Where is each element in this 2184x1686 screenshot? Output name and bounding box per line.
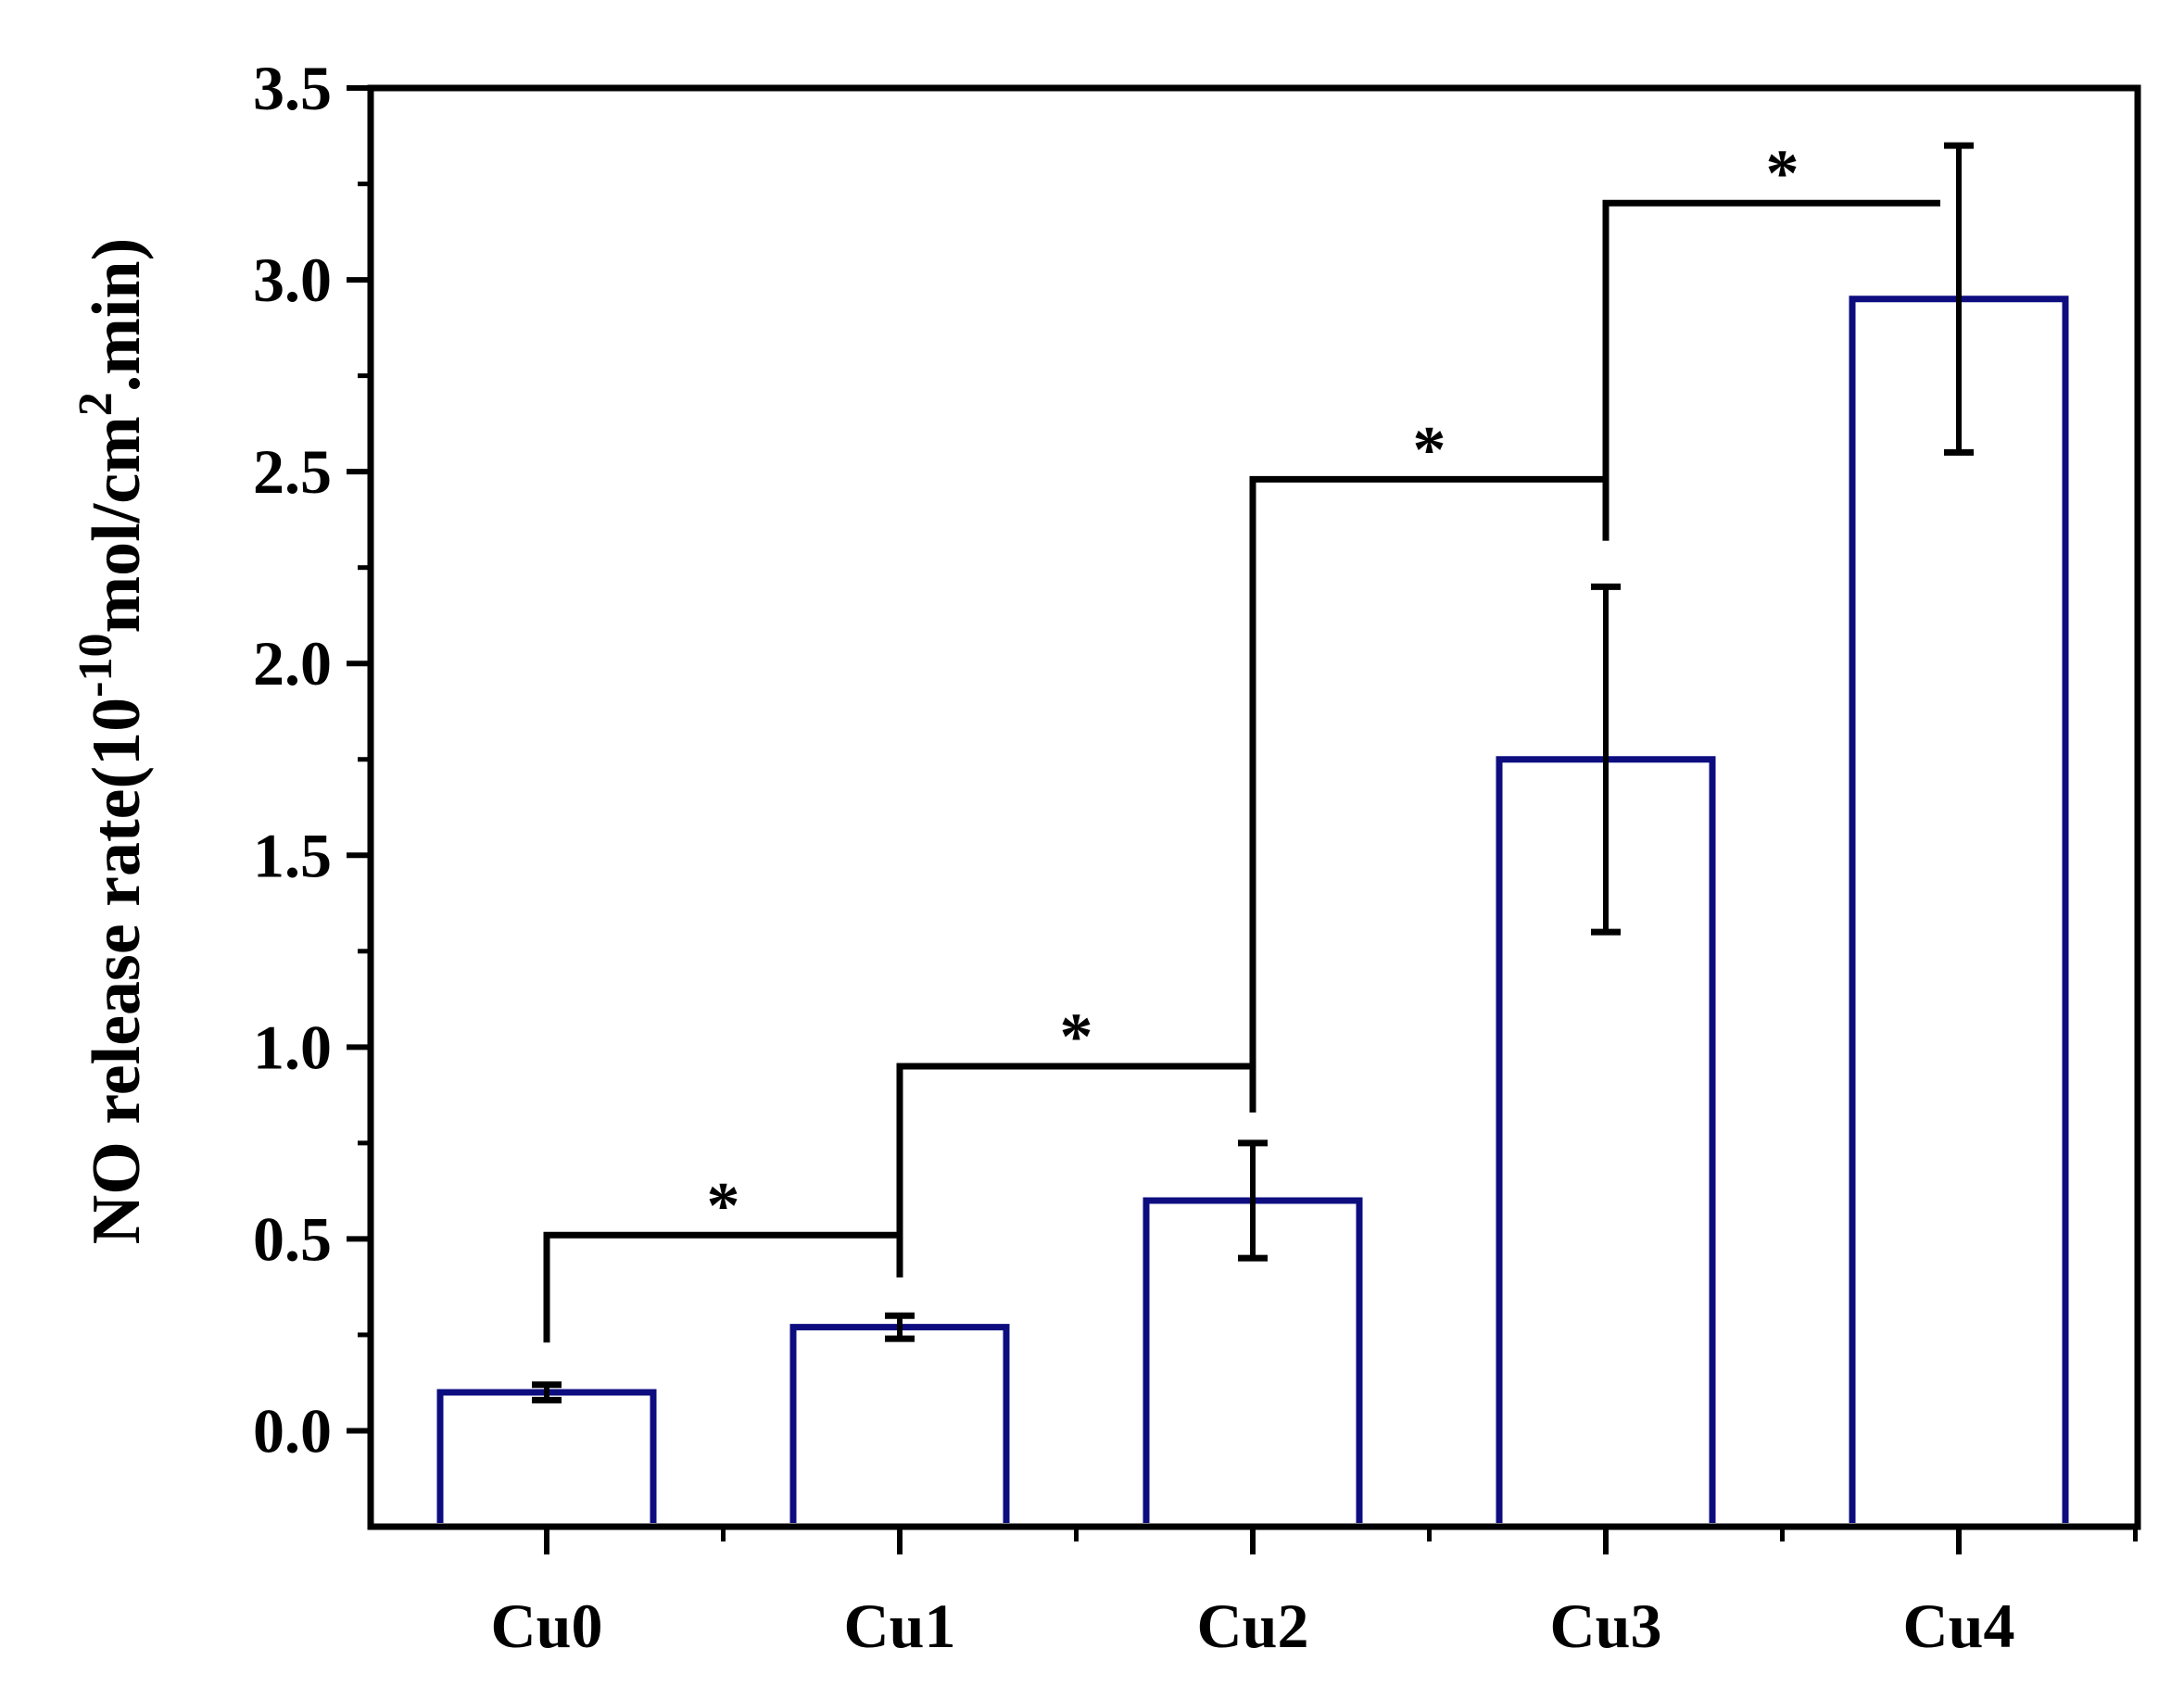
significance-star: * [1060, 1000, 1093, 1074]
y-tick-label: 0.0 [253, 1395, 332, 1466]
x-tick-label: Cu0 [491, 1591, 603, 1661]
y-tick-label: 3.0 [253, 245, 332, 315]
y-tick-label: 0.5 [253, 1203, 332, 1274]
x-tick-label: Cu1 [844, 1591, 956, 1661]
significance-brackets: * * * * [543, 136, 1940, 1343]
error-bars [532, 142, 1974, 1403]
y-tick-label: 2.0 [253, 628, 332, 698]
bar [1849, 296, 2069, 1523]
x-tick-label: Cu4 [1903, 1591, 2015, 1661]
x-tick-label: Cu3 [1550, 1591, 1662, 1661]
significance-star: * [1766, 136, 1799, 210]
y-tick-label: 1.5 [253, 820, 332, 890]
y-tick-label: 3.5 [253, 53, 332, 123]
significance-bracket [1602, 199, 1940, 541]
bar [436, 1389, 657, 1523]
y-tick-label: 1.0 [253, 1012, 332, 1082]
x-axis: Cu0 Cu1 Cu2 Cu3 Cu4 [491, 1527, 2138, 1661]
y-axis-title-suffix: .min) [79, 238, 155, 393]
y-axis-title-exponent: -10 [69, 634, 122, 698]
y-axis-title-middle: mol/cm [79, 416, 155, 633]
x-tick-label: Cu2 [1197, 1591, 1309, 1661]
significance-star: * [1413, 412, 1446, 486]
y-axis: 0.0 0.5 1.0 1.5 2.0 2.5 3.0 3.5 [253, 53, 371, 1466]
y-axis-title-exponent-2: 2 [69, 392, 122, 416]
y-tick-label: 2.5 [253, 436, 332, 507]
significance-star: * [707, 1168, 740, 1242]
bars [436, 296, 2069, 1523]
bar [789, 1324, 1010, 1523]
y-axis-title: NO release rate(10-10mol/cm2.min) [69, 238, 155, 1244]
y-axis-title-prefix: NO release rate(10 [79, 698, 155, 1244]
